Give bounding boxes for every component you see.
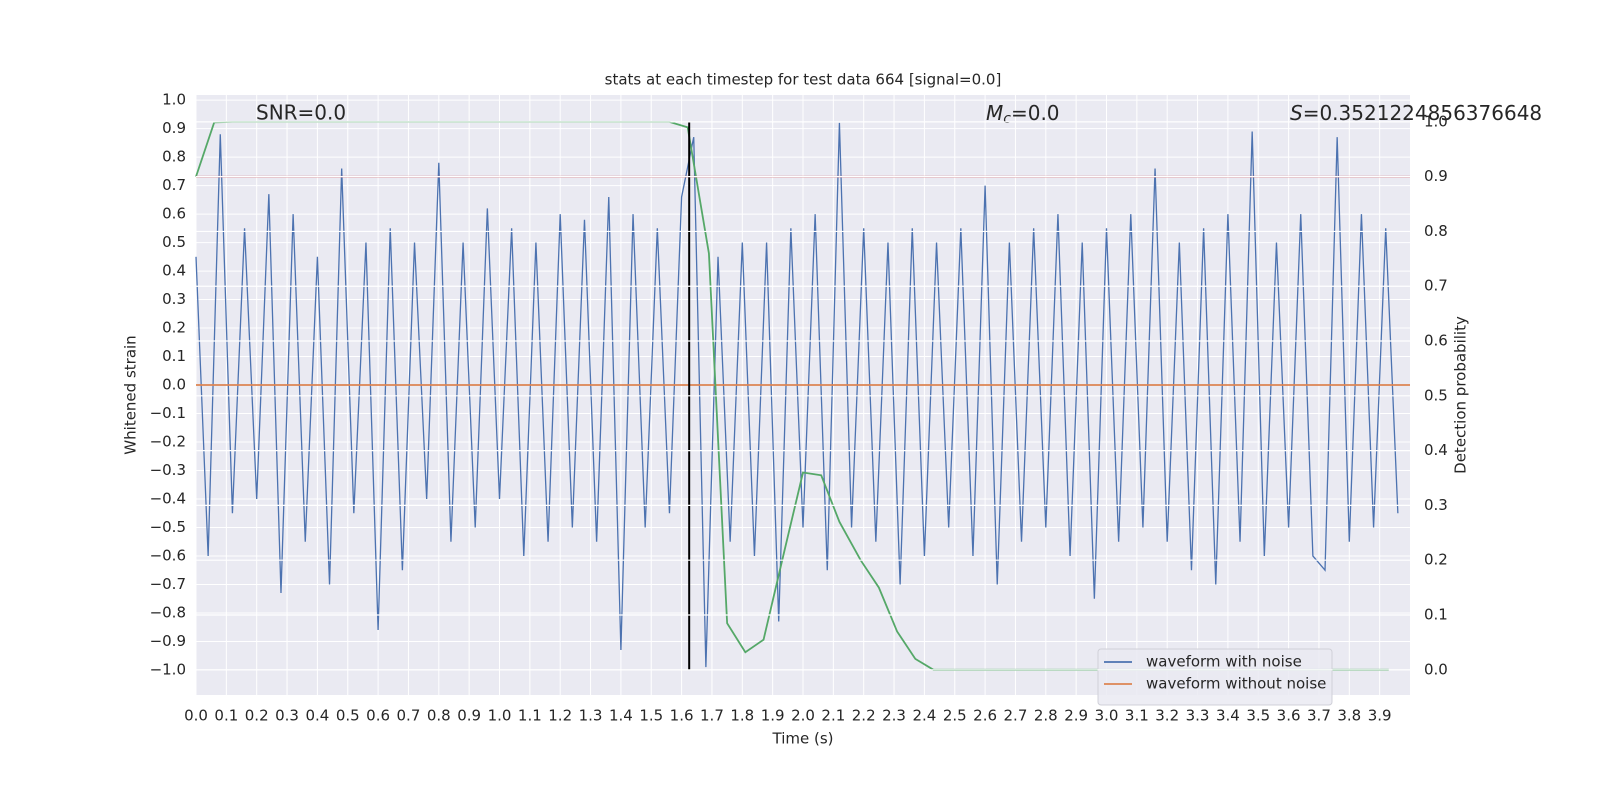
x-tick-label: 0.7 — [397, 707, 421, 725]
x-tick-label: 1.5 — [639, 707, 663, 725]
y2-tick-label: 0.5 — [1424, 386, 1448, 404]
x-tick-label: 2.8 — [1034, 707, 1058, 725]
x-tick-label: 0.2 — [245, 707, 269, 725]
annotation: Mc=0.0 — [986, 101, 1060, 128]
y-tick-label: −0.5 — [150, 518, 186, 536]
y2-tick-label: 0.3 — [1424, 496, 1448, 514]
y-tick-label: 0.8 — [162, 148, 186, 166]
x-tick-label: 1.9 — [761, 707, 785, 725]
y-tick-label: −0.8 — [150, 603, 186, 621]
y-tick-label: 0.0 — [162, 376, 186, 394]
x-tick-label: 3.1 — [1125, 707, 1149, 725]
y-tick-label: −1.0 — [150, 660, 186, 678]
x-tick-label: 3.5 — [1246, 707, 1270, 725]
annotation-text: =0.3521224856376648 — [1303, 101, 1542, 125]
x-tick-label: 1.4 — [609, 707, 633, 725]
y2-tick-label: 0.7 — [1424, 277, 1448, 295]
y2-axis-label: Detection probability — [1452, 316, 1470, 474]
y-tick-label: 0.6 — [162, 205, 186, 223]
y-tick-label: 0.9 — [162, 119, 186, 137]
x-tick-label: 2.0 — [791, 707, 815, 725]
y-tick-label: 1.0 — [162, 91, 186, 109]
x-tick-label: 3.6 — [1277, 707, 1301, 725]
y-tick-label: −0.6 — [150, 546, 186, 564]
annotation: SNR=0.0 — [256, 101, 346, 125]
y2-tick-label: 1.0 — [1424, 112, 1448, 130]
x-tick-label: 3.4 — [1216, 707, 1240, 725]
y-tick-label: 0.5 — [162, 233, 186, 251]
legend-box — [1097, 648, 1333, 706]
grid — [195, 95, 1410, 695]
x-tick-label: 0.1 — [214, 707, 238, 725]
chart-title: stats at each timestep for test data 664… — [605, 71, 1002, 89]
x-tick-label: 0.3 — [275, 707, 299, 725]
x-tick-label: 0.9 — [457, 707, 481, 725]
x-tick-label: 3.8 — [1337, 707, 1361, 725]
series-line — [195, 122, 1399, 668]
y-tick-label: −0.7 — [150, 575, 186, 593]
x-tick-label: 2.9 — [1064, 707, 1088, 725]
annotation-symbol: M — [986, 101, 1003, 125]
x-tick-label: 0.4 — [305, 707, 329, 725]
annotation-subscript: c — [1003, 111, 1011, 127]
y-tick-label: 0.7 — [162, 176, 186, 194]
x-tick-label: 1.2 — [548, 707, 572, 725]
y-tick-label: −0.3 — [150, 461, 186, 479]
x-tick-label: 3.7 — [1307, 707, 1331, 725]
y-axis-label: Whitened strain — [122, 335, 140, 454]
legend: waveform with noise waveform without nois… — [1097, 648, 1333, 706]
y-tick-label: −0.1 — [150, 404, 186, 422]
x-tick-label: 2.4 — [912, 707, 936, 725]
x-tick-label: 2.6 — [973, 707, 997, 725]
x-tick-label: 1.3 — [579, 707, 603, 725]
y-tick-label: −0.2 — [150, 433, 186, 451]
annotation-text: =0.0 — [1011, 101, 1060, 125]
y2-tick-label: 0.8 — [1424, 222, 1448, 240]
x-axis-label: Time (s) — [772, 730, 834, 748]
x-tick-label: 0.0 — [184, 707, 208, 725]
y-tick-label: 0.4 — [162, 262, 186, 280]
y2-tick-label: 0.4 — [1424, 441, 1448, 459]
y2-tick-label: 0.6 — [1424, 332, 1448, 350]
x-tick-label: 0.5 — [336, 707, 360, 725]
x-tick-label: 3.9 — [1368, 707, 1392, 725]
x-tick-label: 0.8 — [427, 707, 451, 725]
x-tick-label: 1.0 — [488, 707, 512, 725]
y-tick-label: 0.1 — [162, 347, 186, 365]
x-tick-label: 3.0 — [1095, 707, 1119, 725]
x-tick-label: 2.1 — [821, 707, 845, 725]
y2-tick-label: 0.2 — [1424, 551, 1448, 569]
x-tick-label: 2.3 — [882, 707, 906, 725]
y-tick-label: −0.4 — [150, 489, 186, 507]
x-tick-label: 2.2 — [852, 707, 876, 725]
x-tick-label: 3.2 — [1155, 707, 1179, 725]
y-tick-label: −0.9 — [150, 632, 186, 650]
x-tick-label: 1.1 — [518, 707, 542, 725]
x-tick-label: 2.7 — [1004, 707, 1028, 725]
x-tick-label: 1.8 — [730, 707, 754, 725]
y2-tick-label: 0.9 — [1424, 167, 1448, 185]
annotation: S=0.3521224856376648 — [1290, 101, 1542, 125]
x-tick-label: 2.5 — [943, 707, 967, 725]
x-tick-label: 3.3 — [1186, 707, 1210, 725]
y2-tick-label: 0.1 — [1424, 606, 1448, 624]
legend-label: waveform with noise — [1146, 653, 1302, 671]
y-tick-label: 0.2 — [162, 319, 186, 337]
x-tick-label: 1.6 — [670, 707, 694, 725]
legend-label: waveform without noise — [1146, 675, 1326, 693]
y-tick-label: 0.3 — [162, 290, 186, 308]
x-tick-label: 1.7 — [700, 707, 724, 725]
x-tick-label: 0.6 — [366, 707, 390, 725]
annotation-symbol: S — [1290, 101, 1303, 125]
y2-tick-label: 0.0 — [1424, 660, 1448, 678]
